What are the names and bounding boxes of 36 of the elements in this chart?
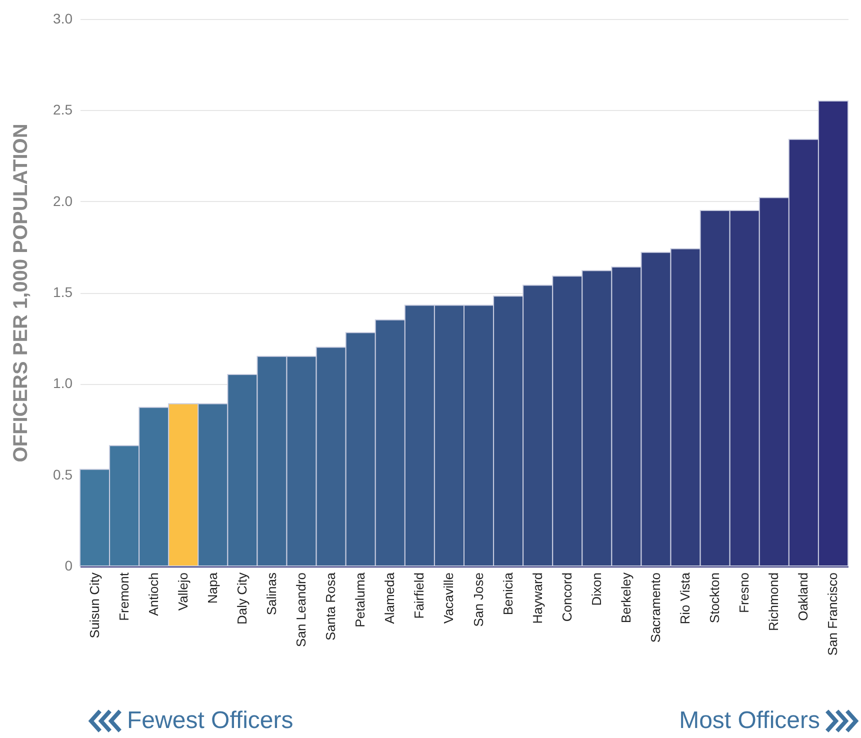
text: Most Officers (679, 707, 820, 735)
x-tick-label: Vallejo (175, 572, 190, 611)
x-tick-label: Santa Rosa (323, 572, 338, 640)
y-tick-label: 1.5 (53, 284, 73, 300)
x-tick-label: San Jose (470, 572, 486, 627)
x-tick-label: Oakland (796, 572, 811, 621)
y-tick-label: 0 (64, 558, 73, 574)
x-tick-label: Hayward (530, 572, 545, 624)
x-tick-label: Salinas (264, 572, 279, 616)
x-tick-label: San Leandro (294, 572, 309, 647)
x-tick-label: Rio Vista (678, 572, 693, 624)
x-tick-label: Antioch (146, 572, 161, 616)
x-tick-label: Concord (559, 572, 574, 622)
x-tick-label: Stockton (707, 572, 722, 624)
text: Fewest Officers (127, 707, 294, 735)
x-tick-label: Sacramento (648, 572, 663, 643)
x-tick-label: Alameda (382, 572, 398, 624)
x-tick-label: Daly City (234, 572, 250, 625)
x-tick-label: Napa (204, 572, 220, 604)
x-tick-label: San Francisco (825, 572, 840, 656)
x-tick-label: Richmond (766, 572, 782, 632)
x-tick-label: Fairfield (412, 572, 427, 619)
x-tick-label: Suisun City (86, 572, 102, 638)
y-axis-title: OFFICERS PER 1,000 POPULATION (10, 124, 32, 462)
y-tick-label: 3.0 (53, 10, 73, 26)
x-tick-label: Petaluma (352, 572, 368, 628)
x-tick-label: Fresno (736, 572, 752, 613)
y-tick-label: 2.0 (53, 192, 73, 209)
x-tick-label: Berkeley (618, 572, 634, 624)
x-tick-label: Benicia (500, 572, 516, 616)
y-tick-label: 2.5 (53, 102, 73, 118)
y-tick-label: 1.0 (53, 375, 73, 392)
y-tick-label: 0.5 (53, 466, 73, 482)
x-tick-label: Fremont (116, 572, 132, 621)
x-tick-label: Vacaville (441, 572, 456, 624)
x-tick-label: Dixon (588, 572, 604, 606)
